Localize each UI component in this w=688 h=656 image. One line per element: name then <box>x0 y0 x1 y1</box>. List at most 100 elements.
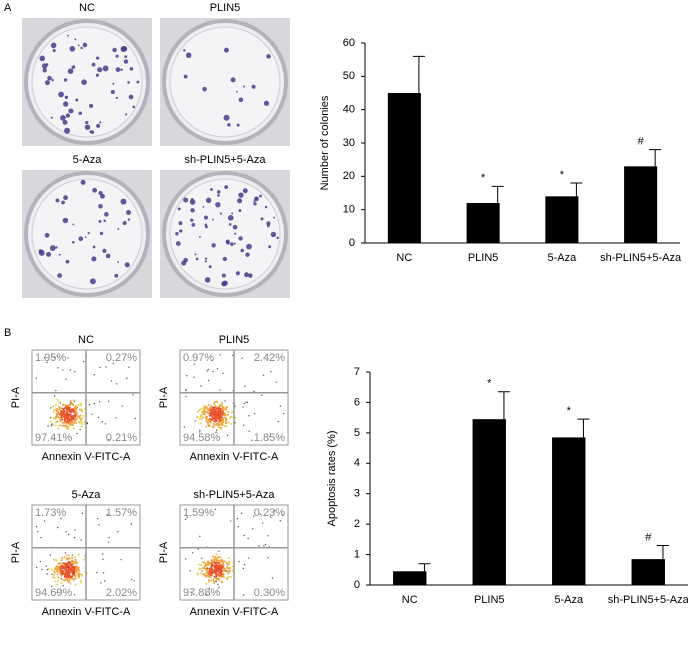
colony <box>50 42 57 49</box>
event <box>75 405 78 408</box>
event <box>207 368 209 371</box>
event <box>207 409 210 412</box>
event <box>248 557 250 559</box>
colony <box>266 221 271 226</box>
event <box>189 570 191 572</box>
flow-title: PLIN5 <box>219 334 250 346</box>
significance-mark: * <box>567 405 572 417</box>
colony <box>212 218 214 221</box>
event <box>259 513 261 515</box>
colony <box>98 203 103 209</box>
colony <box>82 42 88 48</box>
event <box>56 570 59 573</box>
colony <box>57 273 62 278</box>
colony <box>85 121 89 125</box>
event <box>76 561 79 564</box>
event <box>222 417 225 420</box>
event <box>77 415 80 418</box>
event <box>54 417 57 420</box>
event <box>88 404 91 406</box>
colony <box>39 55 46 62</box>
event <box>212 558 215 561</box>
colony <box>103 219 106 223</box>
colony <box>238 97 244 103</box>
event <box>69 416 72 419</box>
event <box>222 407 225 410</box>
event <box>269 516 272 518</box>
event <box>60 559 63 562</box>
colony <box>69 46 76 52</box>
colony <box>263 100 270 106</box>
x-tick-label: sh-PLIN5+5-Aza <box>600 252 682 264</box>
colony <box>89 103 94 108</box>
event <box>72 573 75 576</box>
y-tick-label: 6 <box>354 396 360 408</box>
colony <box>112 82 115 85</box>
event <box>222 562 225 565</box>
event <box>60 578 62 580</box>
event <box>70 402 72 404</box>
event <box>200 572 203 575</box>
colony <box>58 253 61 256</box>
event <box>73 594 76 596</box>
event <box>282 514 284 516</box>
y-tick-label: 1 <box>354 548 360 560</box>
colony <box>244 272 249 278</box>
event <box>83 558 86 561</box>
event <box>59 402 62 404</box>
event <box>244 385 246 387</box>
event <box>220 576 223 579</box>
event <box>61 570 64 573</box>
event <box>201 416 204 419</box>
event <box>216 368 219 370</box>
event <box>67 419 70 422</box>
event <box>52 417 55 420</box>
event <box>205 575 208 578</box>
event <box>55 565 58 568</box>
event <box>214 405 217 408</box>
colony <box>199 236 201 238</box>
error-bar <box>577 418 590 438</box>
colony <box>234 232 237 235</box>
event <box>56 583 59 586</box>
colony <box>38 249 43 254</box>
event <box>50 568 53 571</box>
event <box>199 414 202 417</box>
event <box>199 431 201 433</box>
y-tick-label: 10 <box>343 204 355 216</box>
event <box>55 415 58 418</box>
event <box>283 412 285 415</box>
event <box>107 541 110 543</box>
event <box>214 400 217 403</box>
event <box>196 572 199 575</box>
event <box>67 568 70 571</box>
event <box>248 430 250 432</box>
event <box>203 410 206 413</box>
event <box>201 557 203 560</box>
event <box>130 523 133 525</box>
event <box>218 418 221 421</box>
colony <box>78 111 83 116</box>
colony <box>102 65 109 72</box>
colony <box>124 55 128 59</box>
event <box>79 404 82 407</box>
event <box>36 525 38 528</box>
event <box>242 424 245 426</box>
y-tick-label: 20 <box>343 170 355 182</box>
event <box>73 414 76 417</box>
colony <box>233 242 236 245</box>
colony <box>127 218 131 221</box>
colony <box>96 123 101 128</box>
event <box>207 418 210 421</box>
event <box>108 439 110 441</box>
colony <box>99 231 104 236</box>
event <box>58 424 61 427</box>
bar <box>393 571 427 585</box>
event <box>59 418 62 421</box>
event <box>81 417 84 420</box>
colony <box>65 259 70 264</box>
flow-x-label: Annexin V-FITC-A <box>190 606 279 618</box>
event <box>56 573 59 576</box>
bar <box>552 437 586 585</box>
dish-inner <box>169 26 281 138</box>
